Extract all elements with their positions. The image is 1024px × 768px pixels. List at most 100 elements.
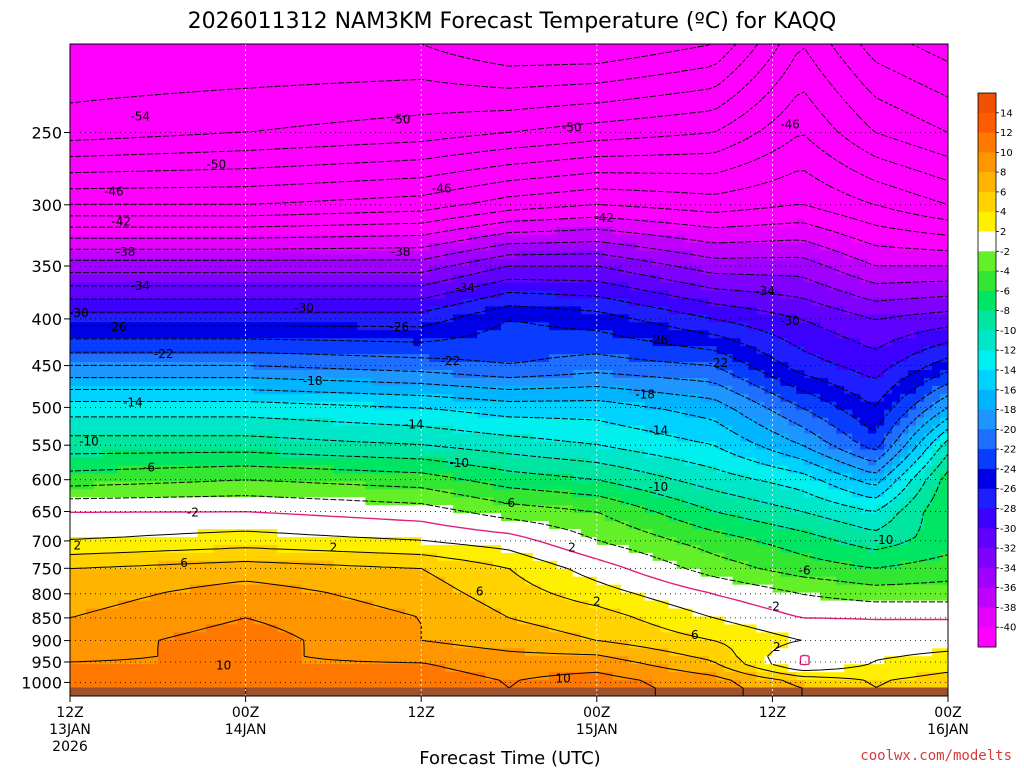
field-cell [70,266,79,276]
field-cell [652,330,662,339]
field-cell [389,51,398,61]
field-cell [485,59,494,69]
field-cell [189,163,199,172]
field-cell [245,250,255,260]
field-cell [141,322,151,331]
field-cell [141,123,151,133]
field-cell [668,179,678,188]
field-cell [884,83,893,93]
field-cell [644,306,654,315]
field-cell [564,163,574,172]
field-cell [501,377,510,387]
field-cell [93,274,103,284]
field-cell [221,298,231,307]
field-cell [181,107,191,117]
field-cell [668,187,678,196]
field-cell [373,370,382,379]
field-cell [277,306,287,315]
field-cell [125,226,135,236]
field-cell [644,226,654,236]
field-cell [397,377,406,387]
field-cell [660,282,670,292]
field-cell [309,242,319,252]
field-cell [532,306,542,315]
field-cell [77,155,87,164]
field-cell [85,385,95,395]
field-cell [125,377,135,387]
field-cell [509,171,518,180]
field-cell [157,393,167,403]
field-cell [652,362,662,371]
field-cell [349,234,358,244]
field-cell [317,322,327,331]
field-cell [756,163,766,172]
field-cell [732,377,742,387]
field-cell [652,171,662,180]
field-cell [820,370,829,379]
field-cell [261,155,271,164]
field-cell [461,385,470,395]
field-cell [620,195,630,204]
field-cell [445,115,454,125]
field-cell [724,354,734,363]
field-cell [764,250,773,260]
field-cell [269,51,279,61]
field-cell [429,147,438,156]
field-cell [389,163,398,172]
field-cell [317,147,327,156]
field-cell [668,258,678,268]
field-cell [676,250,686,260]
field-cell [540,195,550,204]
field-cell [540,346,550,355]
field-cell [684,195,694,204]
field-cell [285,44,295,53]
field-cell [676,298,686,307]
field-cell [564,306,574,315]
field-cell [908,282,917,292]
field-cell [636,250,646,260]
field-cell [189,44,199,53]
field-cell [700,306,710,315]
field-cell [141,210,151,220]
field-cell [740,139,750,148]
field-cell [900,107,909,117]
field-cell [516,226,526,236]
field-cell [413,354,422,363]
field-cell [604,274,614,284]
field-cell [157,179,167,188]
field-cell [133,123,143,133]
field-cell [860,218,869,228]
field-cell [253,75,263,85]
field-cell [860,226,869,236]
field-cell [828,203,837,212]
field-cell [349,171,358,180]
field-cell [165,330,175,339]
field-cell [892,75,901,85]
field-cell [453,75,462,85]
field-cell [580,338,590,347]
field-cell [540,83,550,93]
field-cell [373,322,382,331]
field-cell [333,67,342,77]
field-cell [189,115,199,125]
field-cell [884,346,893,355]
field-cell [373,226,382,236]
field-cell [532,51,542,61]
field-cell [477,282,486,292]
field-cell [652,242,662,252]
field-cell [932,147,941,156]
field-cell [85,242,95,252]
field-cell [213,354,223,363]
field-cell [445,75,454,85]
field-cell [604,171,614,180]
field-cell [804,195,813,204]
field-cell [804,266,813,276]
field-cell [445,393,454,403]
field-cell [588,99,598,109]
field-cell [381,354,390,363]
field-cell [373,171,382,180]
field-cell [876,155,885,164]
field-cell [524,75,534,85]
field-cell [125,258,135,268]
field-cell [548,290,558,300]
